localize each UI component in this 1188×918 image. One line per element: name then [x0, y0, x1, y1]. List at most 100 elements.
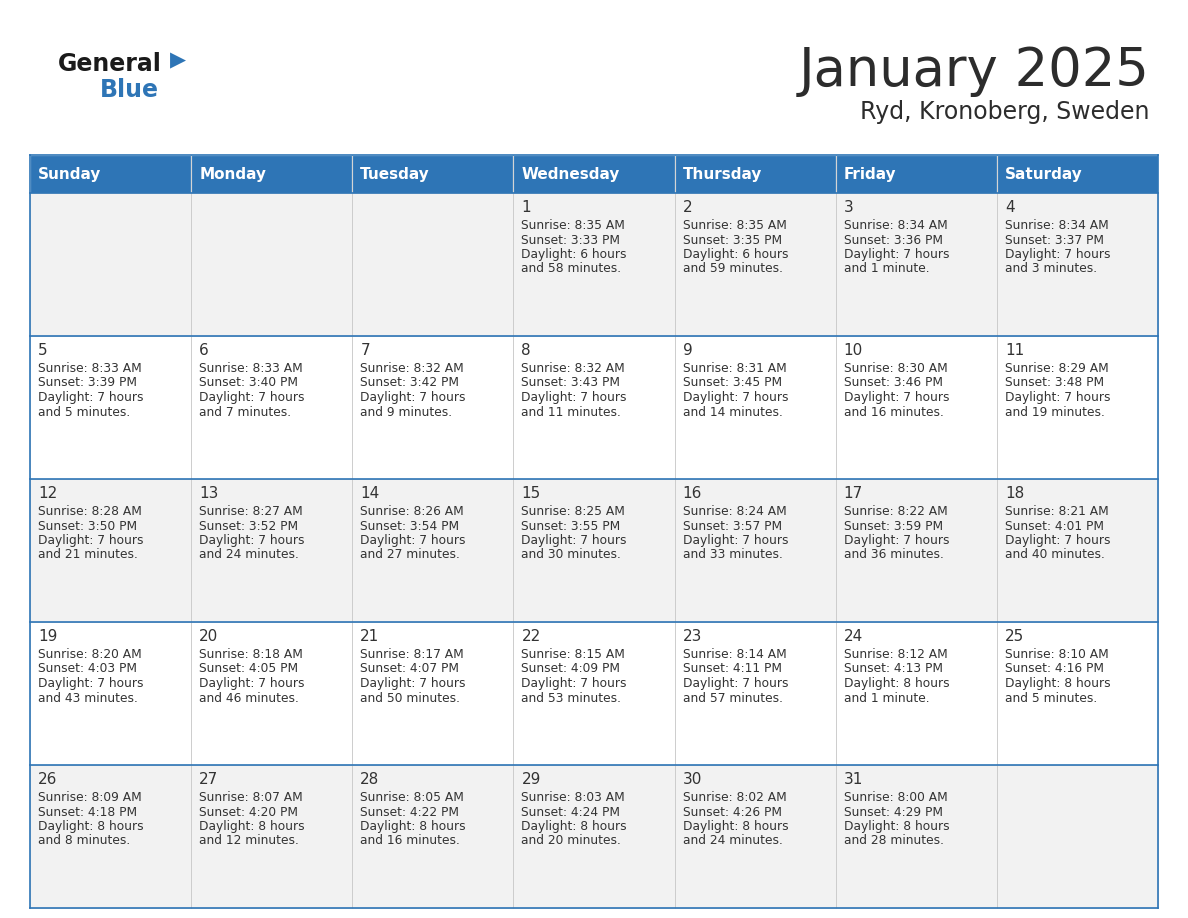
Text: Daylight: 8 hours: Daylight: 8 hours	[683, 820, 788, 833]
Bar	[353, 479, 513, 622]
Text: Ryd, Kronoberg, Sweden: Ryd, Kronoberg, Sweden	[860, 100, 1150, 124]
Text: and 28 minutes.: and 28 minutes.	[843, 834, 943, 847]
Text: and 33 minutes.: and 33 minutes.	[683, 548, 783, 562]
Text: Sunrise: 8:05 AM: Sunrise: 8:05 AM	[360, 791, 465, 804]
Text: Sunset: 4:07 PM: Sunset: 4:07 PM	[360, 663, 460, 676]
Text: and 21 minutes.: and 21 minutes.	[38, 548, 138, 562]
Text: 15: 15	[522, 486, 541, 501]
Text: and 24 minutes.: and 24 minutes.	[683, 834, 783, 847]
Text: Sunrise: 8:28 AM: Sunrise: 8:28 AM	[38, 505, 141, 518]
Text: 11: 11	[1005, 343, 1024, 358]
Text: 22: 22	[522, 629, 541, 644]
Text: 16: 16	[683, 486, 702, 501]
Text: 7: 7	[360, 343, 369, 358]
Text: Sunrise: 8:32 AM: Sunrise: 8:32 AM	[522, 362, 625, 375]
Text: Sunrise: 8:35 AM: Sunrise: 8:35 AM	[683, 219, 786, 232]
Bar	[997, 622, 1158, 765]
Text: Sunset: 3:43 PM: Sunset: 3:43 PM	[522, 376, 620, 389]
Text: Wednesday: Wednesday	[522, 166, 620, 182]
Text: Friday: Friday	[843, 166, 896, 182]
Text: and 5 minutes.: and 5 minutes.	[38, 406, 131, 419]
Text: 9: 9	[683, 343, 693, 358]
Text: and 16 minutes.: and 16 minutes.	[843, 406, 943, 419]
Text: Sunset: 4:03 PM: Sunset: 4:03 PM	[38, 663, 137, 676]
Bar	[353, 622, 513, 765]
Text: Sunrise: 8:03 AM: Sunrise: 8:03 AM	[522, 791, 625, 804]
Bar	[513, 622, 675, 765]
Text: and 59 minutes.: and 59 minutes.	[683, 263, 783, 275]
Text: 23: 23	[683, 629, 702, 644]
Text: Sunset: 3:39 PM: Sunset: 3:39 PM	[38, 376, 137, 389]
Text: Daylight: 7 hours: Daylight: 7 hours	[360, 677, 466, 690]
Bar	[30, 622, 191, 765]
Text: Sunrise: 8:18 AM: Sunrise: 8:18 AM	[200, 648, 303, 661]
Text: Sunset: 3:35 PM: Sunset: 3:35 PM	[683, 233, 782, 247]
Text: Thursday: Thursday	[683, 166, 762, 182]
Bar	[835, 193, 997, 336]
Text: Sunrise: 8:20 AM: Sunrise: 8:20 AM	[38, 648, 141, 661]
Text: Daylight: 6 hours: Daylight: 6 hours	[522, 248, 627, 261]
Text: Sunrise: 8:29 AM: Sunrise: 8:29 AM	[1005, 362, 1108, 375]
Text: Sunday: Sunday	[38, 166, 101, 182]
Text: Daylight: 8 hours: Daylight: 8 hours	[1005, 677, 1111, 690]
Text: Daylight: 7 hours: Daylight: 7 hours	[843, 391, 949, 404]
Text: Sunrise: 8:27 AM: Sunrise: 8:27 AM	[200, 505, 303, 518]
Bar	[675, 765, 835, 908]
Text: Sunrise: 8:12 AM: Sunrise: 8:12 AM	[843, 648, 948, 661]
Text: 5: 5	[38, 343, 48, 358]
Text: Daylight: 7 hours: Daylight: 7 hours	[200, 391, 304, 404]
Bar	[675, 622, 835, 765]
Text: Daylight: 7 hours: Daylight: 7 hours	[38, 534, 144, 547]
Text: Daylight: 7 hours: Daylight: 7 hours	[360, 391, 466, 404]
Bar	[30, 155, 191, 193]
Text: and 8 minutes.: and 8 minutes.	[38, 834, 131, 847]
Text: 30: 30	[683, 772, 702, 787]
Text: Sunrise: 8:14 AM: Sunrise: 8:14 AM	[683, 648, 786, 661]
Text: Daylight: 8 hours: Daylight: 8 hours	[38, 820, 144, 833]
Text: Sunset: 4:11 PM: Sunset: 4:11 PM	[683, 663, 782, 676]
Text: Sunset: 3:54 PM: Sunset: 3:54 PM	[360, 520, 460, 532]
Text: Daylight: 7 hours: Daylight: 7 hours	[683, 391, 788, 404]
Text: Sunset: 4:13 PM: Sunset: 4:13 PM	[843, 663, 943, 676]
Text: 14: 14	[360, 486, 379, 501]
Text: Sunrise: 8:33 AM: Sunrise: 8:33 AM	[38, 362, 141, 375]
Text: Sunset: 3:42 PM: Sunset: 3:42 PM	[360, 376, 460, 389]
Bar	[675, 193, 835, 336]
Text: January 2025: January 2025	[800, 45, 1150, 97]
Text: Sunset: 3:55 PM: Sunset: 3:55 PM	[522, 520, 620, 532]
Bar	[353, 765, 513, 908]
Text: Daylight: 8 hours: Daylight: 8 hours	[843, 677, 949, 690]
Text: 20: 20	[200, 629, 219, 644]
Text: Sunrise: 8:30 AM: Sunrise: 8:30 AM	[843, 362, 948, 375]
Text: Daylight: 7 hours: Daylight: 7 hours	[843, 248, 949, 261]
Text: Sunrise: 8:17 AM: Sunrise: 8:17 AM	[360, 648, 465, 661]
Bar	[30, 336, 191, 479]
Text: Sunrise: 8:22 AM: Sunrise: 8:22 AM	[843, 505, 948, 518]
Text: Sunset: 4:09 PM: Sunset: 4:09 PM	[522, 663, 620, 676]
Text: 18: 18	[1005, 486, 1024, 501]
Bar	[191, 155, 353, 193]
Text: Daylight: 7 hours: Daylight: 7 hours	[1005, 248, 1111, 261]
Text: Sunrise: 8:26 AM: Sunrise: 8:26 AM	[360, 505, 465, 518]
Text: Daylight: 7 hours: Daylight: 7 hours	[1005, 534, 1111, 547]
Text: Sunrise: 8:33 AM: Sunrise: 8:33 AM	[200, 362, 303, 375]
Bar	[835, 622, 997, 765]
Text: Sunset: 3:48 PM: Sunset: 3:48 PM	[1005, 376, 1104, 389]
Text: and 9 minutes.: and 9 minutes.	[360, 406, 453, 419]
Text: Sunset: 4:22 PM: Sunset: 4:22 PM	[360, 805, 460, 819]
Text: and 43 minutes.: and 43 minutes.	[38, 691, 138, 704]
Bar	[997, 479, 1158, 622]
Text: 24: 24	[843, 629, 862, 644]
Text: and 57 minutes.: and 57 minutes.	[683, 691, 783, 704]
Text: and 1 minute.: and 1 minute.	[843, 263, 929, 275]
Text: Sunset: 3:59 PM: Sunset: 3:59 PM	[843, 520, 943, 532]
Text: 12: 12	[38, 486, 57, 501]
Bar	[513, 193, 675, 336]
Text: and 11 minutes.: and 11 minutes.	[522, 406, 621, 419]
Text: and 3 minutes.: and 3 minutes.	[1005, 263, 1097, 275]
Text: 6: 6	[200, 343, 209, 358]
Bar	[835, 765, 997, 908]
Text: and 1 minute.: and 1 minute.	[843, 691, 929, 704]
Text: 27: 27	[200, 772, 219, 787]
Bar	[30, 193, 191, 336]
